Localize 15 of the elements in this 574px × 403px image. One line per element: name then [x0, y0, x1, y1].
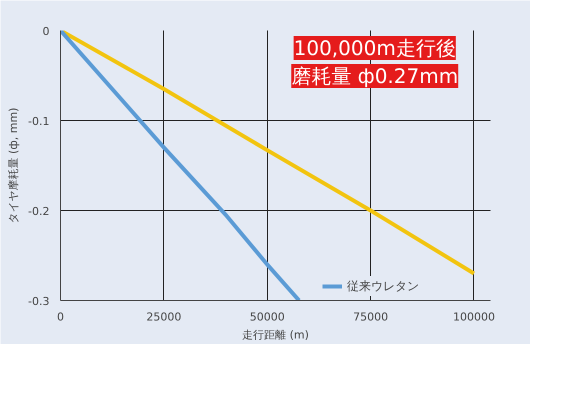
- x-tick-label: 25000: [146, 310, 182, 324]
- annotation: 100,000m走行後: [294, 36, 456, 60]
- legend-label: 従来ウレタン: [347, 278, 419, 294]
- y-tick-label: -0.1: [28, 115, 50, 128]
- line-series: [60, 30, 476, 276]
- x-axis-title: 走行距離 (m): [242, 328, 309, 342]
- x-tick-label: 100000: [452, 310, 495, 324]
- x-tick-label: 0: [57, 310, 64, 324]
- x-tick-label: 50000: [250, 310, 285, 324]
- y-axis-title: タイヤ摩耗量 (ф, mm): [7, 108, 20, 224]
- x-tick-label: 75000: [353, 310, 388, 324]
- annotation: 磨耗量 ф0.27mm: [291, 64, 458, 88]
- y-tick-label: -0.2: [28, 205, 50, 218]
- y-tick-label: 0: [42, 25, 50, 38]
- y-tick-label: -0.3: [28, 295, 50, 308]
